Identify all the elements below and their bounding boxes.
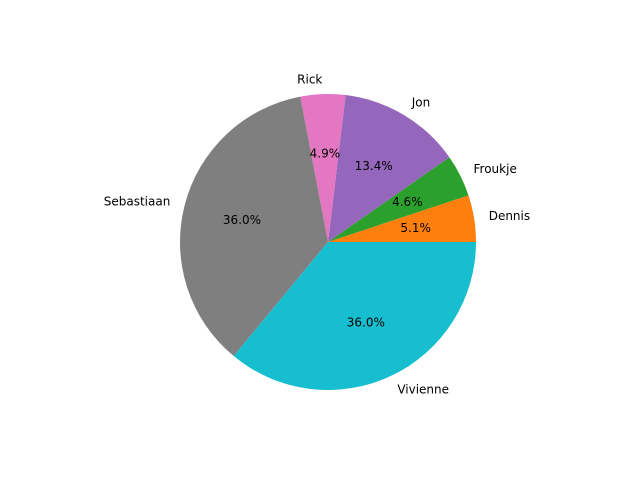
- slice-label-rick: Rick: [297, 72, 322, 86]
- pie-slice-dennis: [328, 195, 476, 242]
- slice-label-vivienne: Vivienne: [397, 382, 449, 396]
- pie-slice-rick: [300, 94, 346, 242]
- pie-labels: Dennis 5.1% Froukje 4.6% Jon 13.4% Rick 4.9% Seb…: [104, 72, 530, 396]
- slice-percent-sebastiaan: 36.0%: [223, 213, 261, 227]
- pie-slices: [180, 94, 476, 391]
- pie-slice-vivienne: [233, 242, 476, 391]
- slice-percent-froukje: 4.6%: [392, 195, 423, 209]
- pie-slice-sebastiaan: [180, 96, 328, 357]
- pie-slice-froukje: [328, 157, 469, 242]
- slice-percent-dennis: 5.1%: [400, 221, 431, 235]
- slice-label-jon: Jon: [411, 95, 431, 109]
- pie-slice-jon: [328, 95, 450, 242]
- slice-label-froukje: Froukje: [474, 162, 517, 176]
- slice-percent-rick: 4.9%: [310, 146, 341, 160]
- slice-percent-jon: 13.4%: [355, 159, 393, 173]
- slice-label-sebastiaan: Sebastiaan: [104, 195, 171, 209]
- slice-label-dennis: Dennis: [489, 209, 530, 223]
- slice-percent-vivienne: 36.0%: [347, 315, 385, 329]
